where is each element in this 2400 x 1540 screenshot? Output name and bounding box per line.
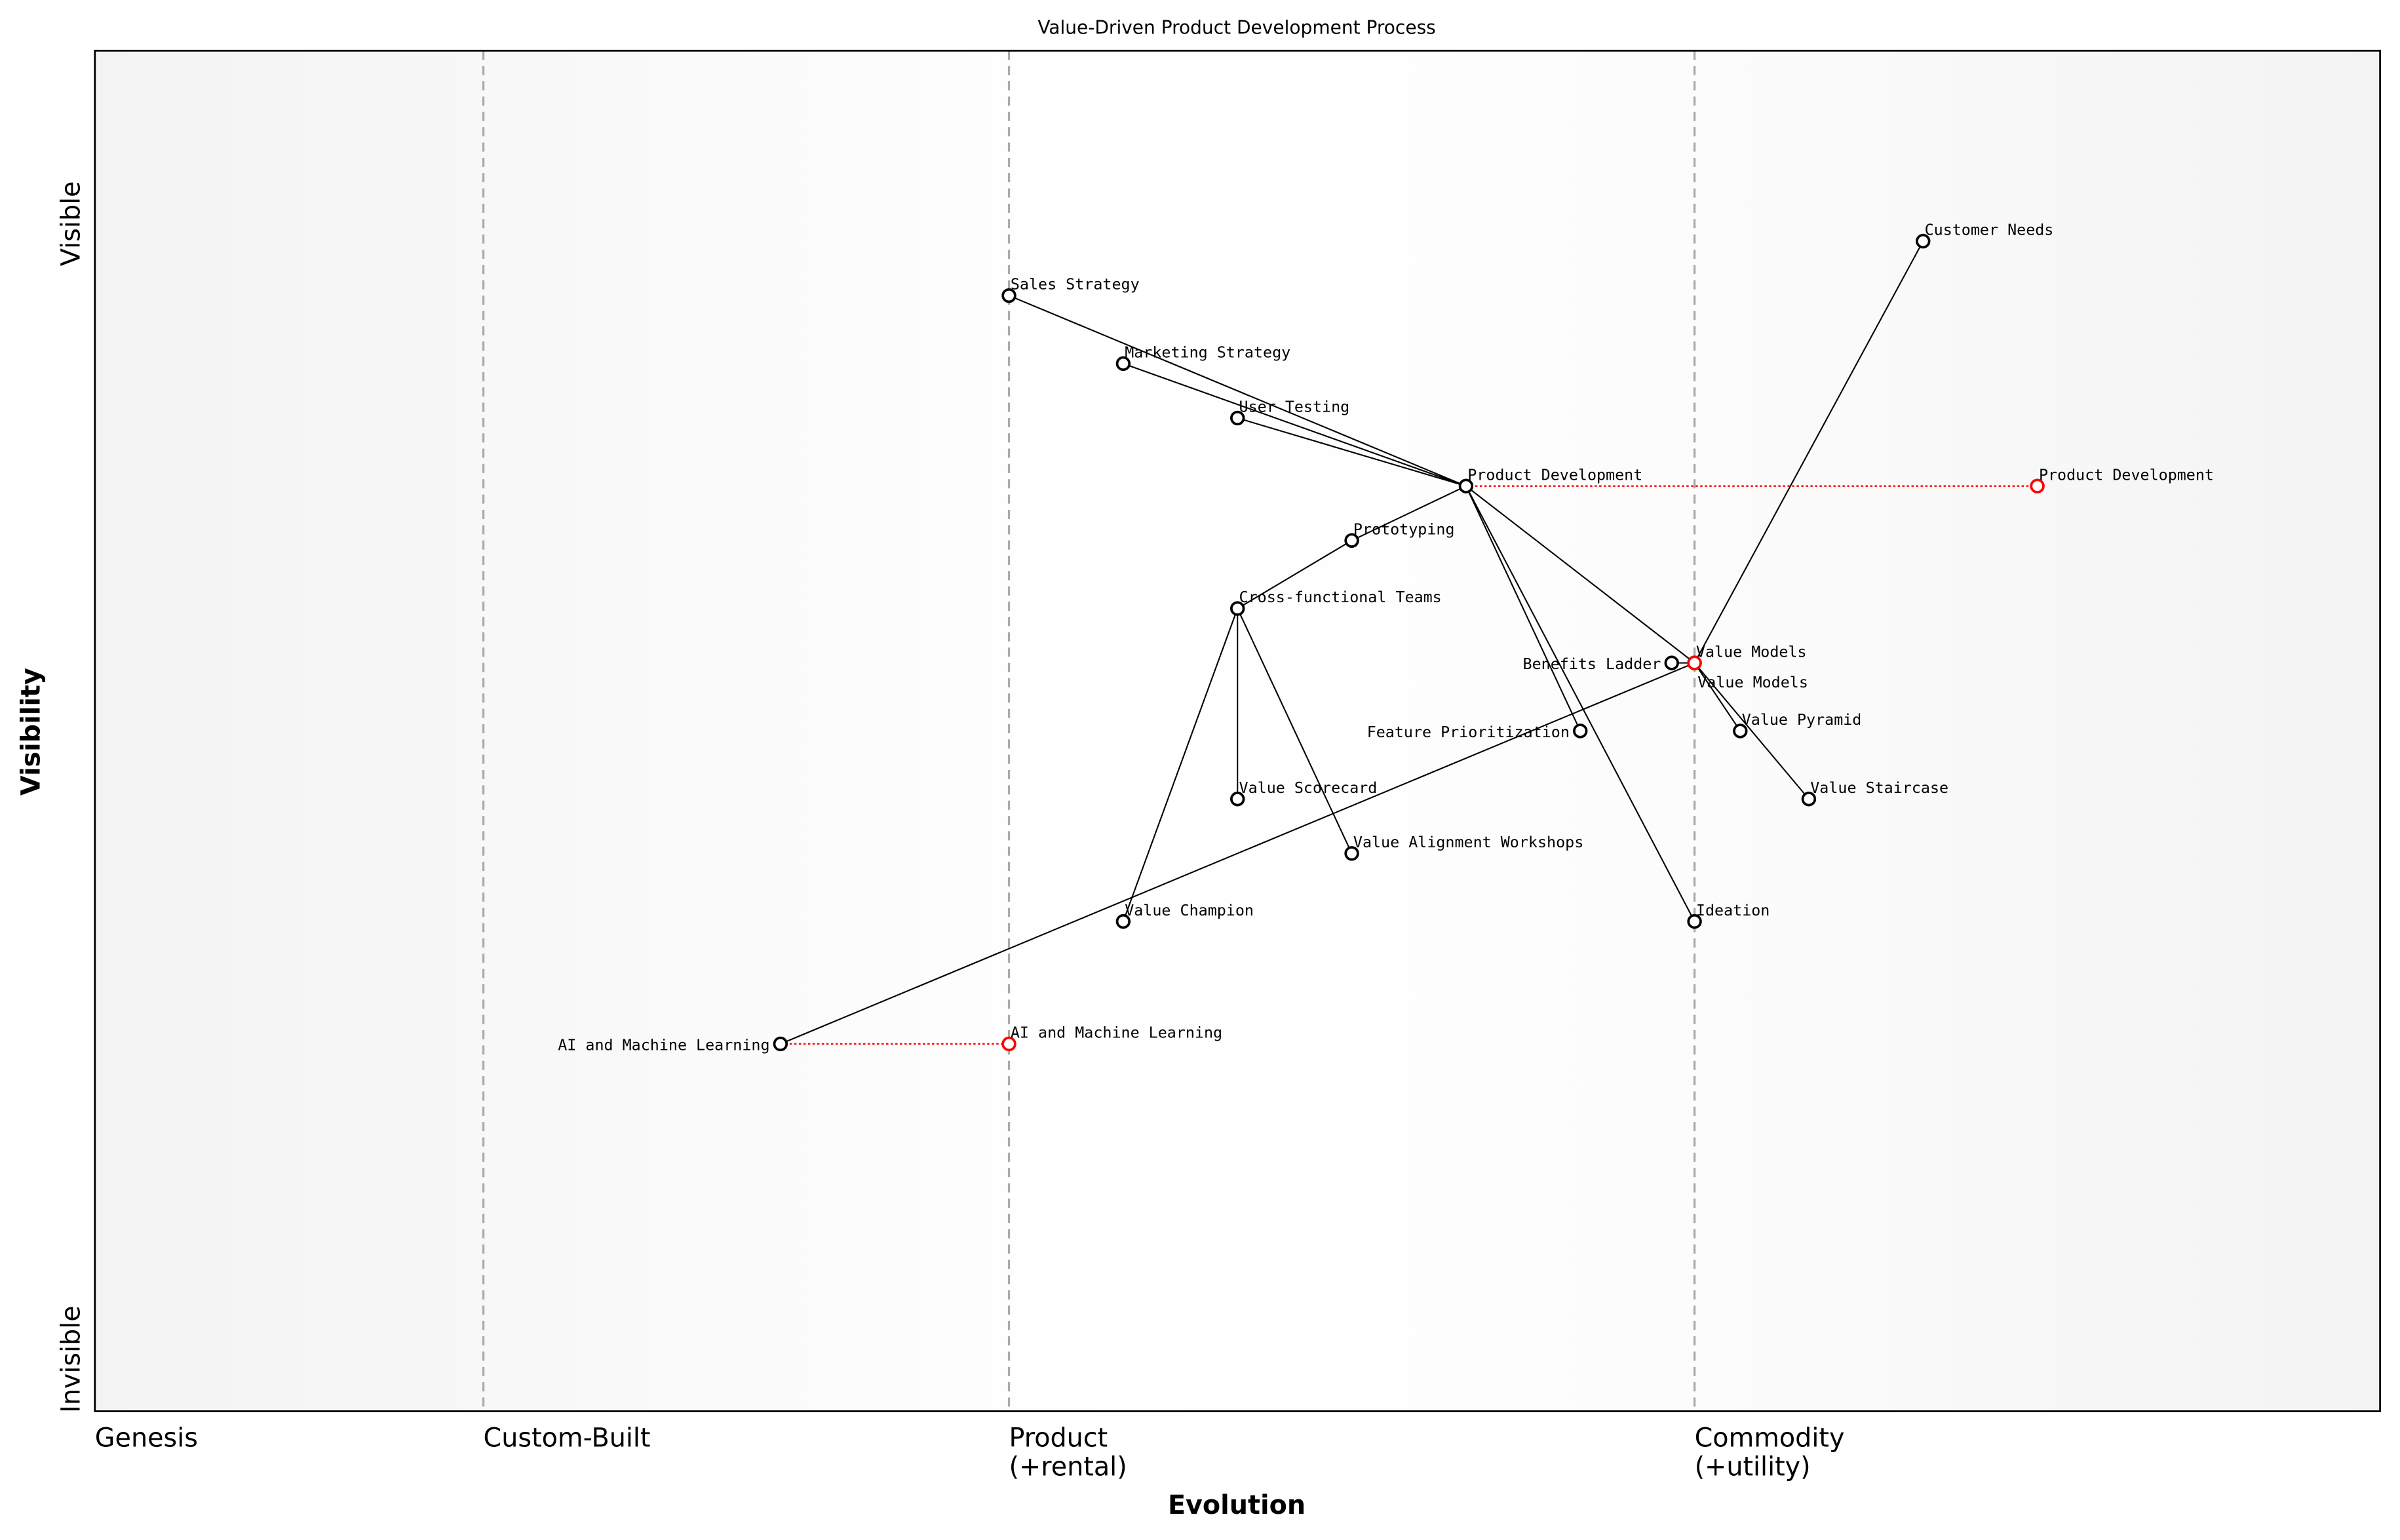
y-bottom-label: Invisible <box>56 1305 86 1413</box>
component-label: Prototyping <box>1353 520 1455 538</box>
evolved-component-label: Product Development <box>2039 465 2214 484</box>
component-node <box>1733 723 1748 739</box>
dependency-link <box>1237 608 1353 854</box>
y-top-label: Visible <box>56 181 86 266</box>
component-label: Sales Strategy <box>1011 275 1140 294</box>
evolved-component-node <box>1001 1036 1016 1052</box>
evolved-component-label: AI and Machine Learning <box>1011 1024 1222 1042</box>
component-node <box>1230 410 1245 426</box>
dependency-link <box>1465 486 1695 922</box>
x-axis-title: Evolution <box>1168 1490 1306 1520</box>
component-node <box>1801 792 1817 807</box>
dependency-link <box>1009 295 1467 487</box>
component-label: Customer Needs <box>1925 221 2054 239</box>
stage-sublabel: (+rental) <box>1009 1452 1127 1482</box>
component-label: Marketing Strategy <box>1125 343 1290 362</box>
stage-label: Custom-Built <box>484 1423 651 1453</box>
component-node <box>1115 356 1131 372</box>
component-node <box>773 1036 788 1052</box>
dependency-link <box>1123 362 1467 487</box>
dependency-link <box>1122 608 1239 922</box>
component-node <box>1230 601 1245 616</box>
component-label: Product Development <box>1467 465 1642 484</box>
dependency-link <box>1694 662 1810 799</box>
component-label: Ideation <box>1696 901 1770 919</box>
component-node <box>1001 288 1016 303</box>
stage-sublabel: (+utility) <box>1695 1452 1811 1482</box>
evolved-component-label: Value Models <box>1697 673 1808 691</box>
component-label: Value Scorecard <box>1239 779 1378 797</box>
stage-label: Commodity <box>1695 1423 1845 1453</box>
component-node <box>1344 846 1359 861</box>
component-label: AI and Machine Learning <box>558 1035 769 1054</box>
component-node <box>1230 792 1245 807</box>
evolved-component-node <box>2030 478 2045 493</box>
dependency-link <box>1465 485 1695 664</box>
map-title: Value-Driven Product Development Process <box>1037 17 1435 39</box>
component-node <box>1344 533 1359 548</box>
component-label: Benefits Ladder <box>1523 655 1661 673</box>
dependency-link <box>1351 485 1467 541</box>
component-label: Value Staircase <box>1810 779 1948 797</box>
component-label: User Testing <box>1239 398 1350 416</box>
component-node <box>1115 914 1131 929</box>
dependency-link <box>1237 539 1353 609</box>
plot-frame <box>94 49 2382 1412</box>
dependency-link <box>1694 241 1924 664</box>
component-node <box>1458 478 1474 493</box>
component-label: Value Models <box>1696 642 1807 661</box>
component-label: Cross-functional Teams <box>1239 588 1442 606</box>
dependency-link <box>1465 486 1581 731</box>
component-node <box>1573 723 1588 739</box>
stage-label: Genesis <box>95 1423 198 1453</box>
dependency-link <box>1694 663 1741 732</box>
component-node <box>1916 233 1931 249</box>
dependency-link <box>780 662 1695 1045</box>
stage-label: Product <box>1009 1423 1108 1453</box>
component-label: Value Pyramid <box>1742 710 1862 729</box>
evolved-component-node <box>1687 655 1702 670</box>
component-node <box>1664 655 1679 670</box>
component-node <box>1687 914 1702 929</box>
component-label: Value Champion <box>1125 901 1254 919</box>
dependency-link <box>1237 417 1467 487</box>
y-axis-title: Visibility <box>16 668 47 796</box>
component-label: Value Alignment Workshops <box>1353 833 1583 851</box>
component-label: Feature Prioritization <box>1367 723 1570 741</box>
